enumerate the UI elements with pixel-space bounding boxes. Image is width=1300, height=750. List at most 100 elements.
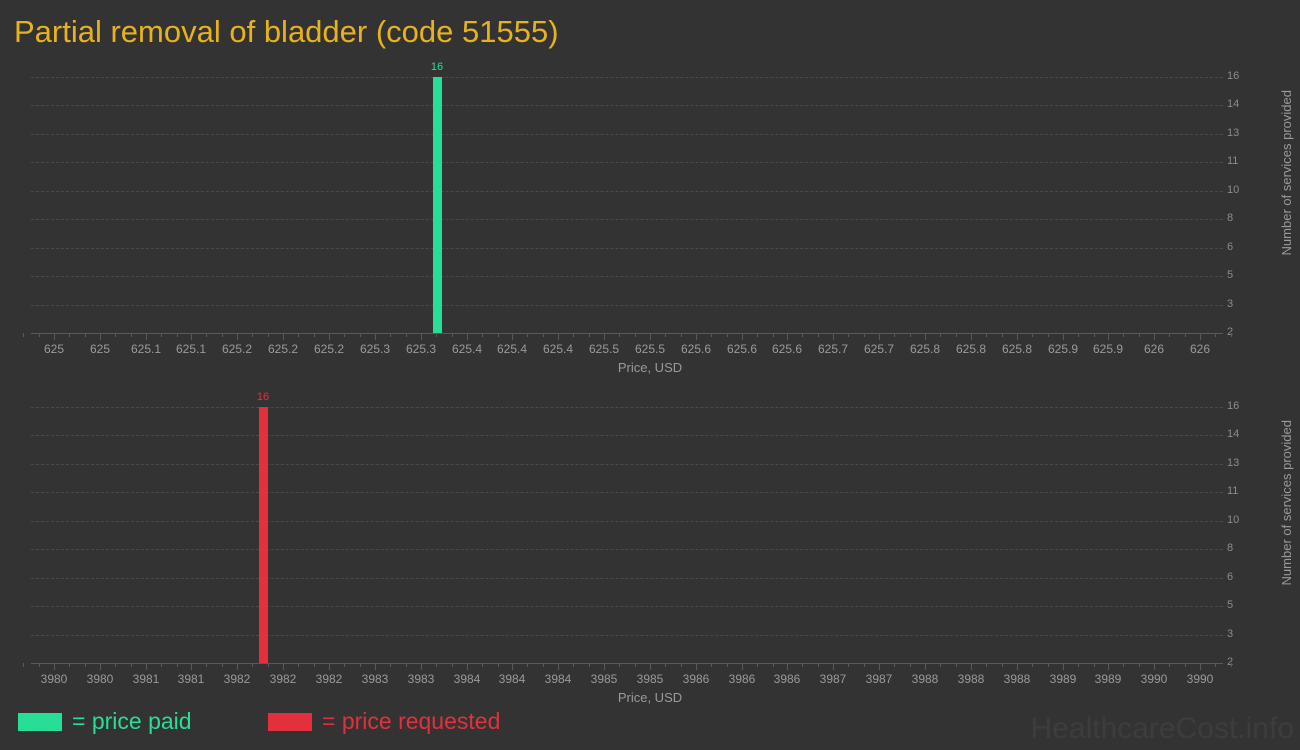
page-title: Partial removal of bladder (code 51555) (14, 14, 559, 49)
x-axis-tick-minor (1215, 333, 1216, 337)
x-axis-tick-label: 625.9 (1047, 342, 1079, 356)
gridline (31, 635, 1223, 636)
x-axis-tick-minor (206, 333, 207, 337)
x-axis-tick-label: 625.4 (496, 342, 528, 356)
x-axis-tick-label: 3986 (773, 672, 801, 686)
x-axis-tick-minor (757, 333, 758, 337)
x-axis-tick-major (696, 663, 697, 670)
x-axis-tick-minor (681, 663, 682, 667)
x-axis-tick-major (558, 663, 559, 670)
x-axis-tick-label: 3980 (40, 672, 68, 686)
legend-item-price-requested[interactable]: = price requested (268, 708, 500, 735)
x-axis-tick-minor (1078, 333, 1079, 337)
x-axis-tick-minor (161, 333, 162, 337)
x-axis-tick-minor (910, 333, 911, 337)
x-axis-tick-minor (39, 333, 40, 337)
y-axis-tick-label: 16 (1227, 70, 1240, 82)
gridline (31, 134, 1223, 135)
x-axis-tick-major (375, 663, 376, 670)
x-axis-tick-label: 625.4 (451, 342, 483, 356)
x-axis-tick-major (833, 663, 834, 670)
x-axis-tick-minor (1231, 663, 1232, 667)
x-axis-tick-major (421, 663, 422, 670)
gridline (31, 305, 1223, 306)
x-axis-tick-minor (177, 663, 178, 667)
legend-item-price-paid[interactable]: = price paid (18, 708, 192, 735)
x-axis-tick-minor (543, 663, 544, 667)
x-axis-tick-minor (527, 333, 528, 337)
x-axis-tick-minor (85, 333, 86, 337)
x-axis-tick-label: 625.8 (1001, 342, 1033, 356)
x-axis-tick-major (421, 333, 422, 340)
x-axis-tick-major (146, 663, 147, 670)
x-axis-tick-minor (1185, 333, 1186, 337)
x-axis-tick-minor (635, 663, 636, 667)
y-axis-tick-label: 11 (1227, 155, 1239, 167)
x-axis-tick-major (191, 663, 192, 670)
x-axis-tick-label: 625.2 (313, 342, 345, 356)
x-axis-tick-minor (757, 663, 758, 667)
x-axis-tick-label: 625.6 (726, 342, 758, 356)
gridline (31, 578, 1223, 579)
gridline (31, 464, 1223, 465)
y-axis-tick-label: 3 (1227, 628, 1234, 640)
x-axis-tick-major (787, 663, 788, 670)
x-axis-tick-minor (131, 663, 132, 667)
x-axis-tick-minor (1094, 333, 1095, 337)
x-axis-tick-minor (894, 663, 895, 667)
gridline (31, 549, 1223, 550)
x-axis-tick-major (146, 333, 147, 340)
y-axis-tick-label: 5 (1227, 269, 1234, 281)
x-axis-tick-label: 3990 (1186, 672, 1214, 686)
y-axis-tick-label: 13 (1227, 127, 1240, 139)
x-axis-tick-label: 625.1 (130, 342, 162, 356)
x-axis-tick-minor (543, 333, 544, 337)
x-axis-tick-minor (1078, 663, 1079, 667)
x-axis-tick-label: 3989 (1094, 672, 1122, 686)
x-axis-tick-minor (360, 663, 361, 667)
gridline (31, 492, 1223, 493)
x-axis-tick-minor (1215, 663, 1216, 667)
x-axis-tick-label: 3986 (728, 672, 756, 686)
x-axis-tick-minor (727, 663, 728, 667)
x-axis-tick-label: 625.8 (909, 342, 941, 356)
x-axis-tick-major (467, 333, 468, 340)
x-axis-tick-minor (177, 333, 178, 337)
x-axis-tick-label: 625.6 (680, 342, 712, 356)
x-axis-tick-minor (314, 663, 315, 667)
x-axis-tick-major (787, 333, 788, 340)
x-axis-tick-major (467, 663, 468, 670)
x-axis-tick-minor (1048, 333, 1049, 337)
x-axis-tick-major (879, 333, 880, 340)
y-axis-tick-label: 14 (1227, 428, 1240, 440)
x-axis-tick-label: 3987 (865, 672, 893, 686)
legend-swatch-price-paid (18, 712, 62, 731)
x-axis-tick-label: 3988 (957, 672, 985, 686)
x-axis-tick-label: 3984 (498, 672, 526, 686)
x-axis-tick-label: 626 (1189, 342, 1211, 356)
x-axis-tick-minor (727, 333, 728, 337)
x-axis-tick-label: 3983 (407, 672, 435, 686)
bar-price-paid[interactable] (433, 77, 442, 333)
x-axis-tick-minor (314, 333, 315, 337)
x-axis-tick-label: 3984 (544, 672, 572, 686)
x-axis-tick-minor (1169, 663, 1170, 667)
x-axis-tick-minor (252, 663, 253, 667)
gridline (31, 162, 1223, 163)
x-axis-tick-label: 3982 (315, 672, 343, 686)
x-axis-tick-label: 625.3 (359, 342, 391, 356)
x-axis-tick-label: 3980 (86, 672, 114, 686)
x-axis-tick-label: 3983 (361, 672, 389, 686)
x-axis-tick-major (971, 663, 972, 670)
legend-label-price-paid: = price paid (72, 708, 192, 734)
bar-price-requested[interactable] (259, 407, 268, 663)
x-axis-tick-label: 625.1 (175, 342, 207, 356)
x-axis-tick-minor (956, 663, 957, 667)
x-axis-tick-major (1154, 663, 1155, 670)
y-axis-tick-label: 16 (1227, 400, 1240, 412)
x-axis-tick-major (558, 333, 559, 340)
x-axis-tick-label: 625.7 (817, 342, 849, 356)
x-axis-tick-minor (635, 333, 636, 337)
x-axis-tick-minor (23, 663, 24, 667)
